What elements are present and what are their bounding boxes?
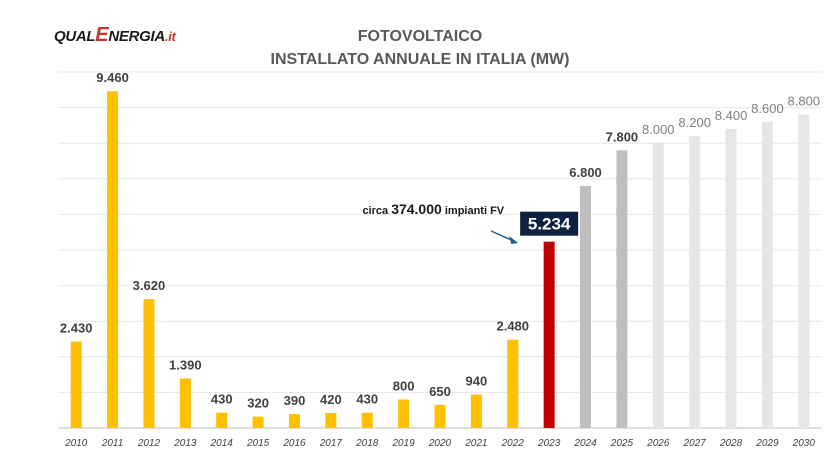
x-tick-label: 2010 <box>64 438 88 449</box>
x-tick-label: 2015 <box>246 438 270 449</box>
qualenergia-logo: QUALENERGIA.it <box>54 24 176 46</box>
data-label: 8.400 <box>715 108 748 123</box>
x-tick-label: 2026 <box>646 438 670 449</box>
bar <box>107 91 119 428</box>
data-label: 8.800 <box>788 94 821 109</box>
highlight-value-label: 5.234 <box>520 211 579 236</box>
bar <box>434 404 446 428</box>
bar <box>689 136 701 428</box>
x-tick-label: 2011 <box>101 438 124 449</box>
bar <box>470 394 482 428</box>
x-tick-label: 2025 <box>610 438 634 449</box>
data-label: 5.234 <box>528 215 571 234</box>
x-tick-label: 2022 <box>501 438 525 449</box>
x-tick-label: 2021 <box>464 438 487 449</box>
data-label: 8.000 <box>642 122 675 137</box>
highlight-label-box <box>520 211 579 236</box>
data-label: 650 <box>429 384 451 399</box>
data-label: 9.460 <box>96 70 129 85</box>
annotation-arrow <box>490 230 519 244</box>
x-tick-label: 2012 <box>137 438 161 449</box>
data-label: 800 <box>393 379 415 394</box>
x-tick-label: 2013 <box>173 438 197 449</box>
data-label: 7.800 <box>606 129 639 144</box>
data-label: 1.390 <box>169 358 202 373</box>
bar <box>616 150 628 428</box>
data-label: 940 <box>466 374 488 389</box>
data-label: 8.200 <box>678 115 711 130</box>
bar <box>216 412 228 428</box>
annotation-text: circa 374.000 impianti FV <box>362 201 504 217</box>
bar <box>725 128 737 428</box>
chart-title: FOTOVOLTAICO <box>357 28 483 45</box>
bar <box>325 413 337 428</box>
x-tick-label: 2016 <box>282 438 306 449</box>
x-tick-label: 2027 <box>683 438 707 449</box>
x-tick-label: 2023 <box>537 438 561 449</box>
bar <box>580 185 592 428</box>
bar <box>252 416 264 428</box>
data-label: 8.600 <box>751 101 784 116</box>
data-label: 430 <box>356 392 378 407</box>
bar <box>143 299 155 428</box>
x-tick-label: 2020 <box>428 438 452 449</box>
data-label: 320 <box>247 396 269 411</box>
x-tick-label: 2019 <box>391 438 415 449</box>
data-label: 430 <box>211 392 233 407</box>
bar <box>761 121 773 428</box>
bar <box>652 143 664 428</box>
x-tick-label: 2024 <box>573 438 597 449</box>
bar <box>398 399 410 428</box>
data-label: 3.620 <box>133 278 166 293</box>
x-tick-label: 2017 <box>319 438 343 449</box>
bar <box>507 339 519 428</box>
chart-subtitle: INSTALLATO ANNUALE IN ITALIA (MW) <box>270 51 570 68</box>
bar <box>70 341 82 428</box>
bar <box>798 114 810 428</box>
bar <box>543 241 555 428</box>
x-tick-label: 2029 <box>755 438 779 449</box>
bar <box>179 378 191 428</box>
data-label: 2.480 <box>496 319 529 334</box>
x-tick-label: 2030 <box>792 438 816 449</box>
data-label: 420 <box>320 392 342 407</box>
bar <box>288 414 300 428</box>
data-label: 2.430 <box>60 320 93 335</box>
data-label: 390 <box>284 393 306 408</box>
data-label: 6.800 <box>569 165 602 180</box>
x-tick-label: 2014 <box>210 438 234 449</box>
x-tick-label: 2018 <box>355 438 379 449</box>
bar <box>361 412 373 428</box>
x-tick-label: 2028 <box>719 438 743 449</box>
